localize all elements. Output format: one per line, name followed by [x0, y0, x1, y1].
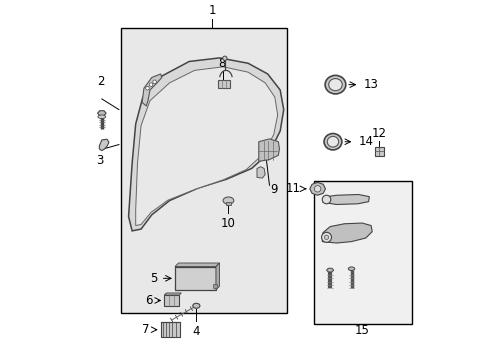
Ellipse shape: [347, 267, 354, 270]
Ellipse shape: [192, 303, 200, 308]
Circle shape: [153, 80, 156, 84]
Bar: [213, 284, 216, 288]
Text: 5: 5: [149, 272, 157, 285]
Polygon shape: [164, 293, 181, 295]
Circle shape: [322, 195, 330, 204]
Bar: [225, 202, 231, 205]
Polygon shape: [136, 67, 277, 226]
Ellipse shape: [98, 115, 105, 118]
Text: 10: 10: [221, 217, 235, 230]
Text: 14: 14: [358, 135, 373, 148]
Polygon shape: [175, 263, 219, 266]
Polygon shape: [97, 111, 106, 116]
Circle shape: [314, 186, 320, 192]
Bar: [313, 181, 411, 324]
Text: 9: 9: [270, 183, 277, 196]
Ellipse shape: [324, 134, 341, 150]
Polygon shape: [309, 183, 325, 195]
Text: 4: 4: [192, 325, 200, 338]
Polygon shape: [257, 167, 264, 178]
Polygon shape: [99, 139, 109, 150]
Text: 2: 2: [97, 75, 104, 88]
Circle shape: [149, 83, 153, 86]
Bar: [374, 147, 383, 156]
Text: 12: 12: [371, 127, 386, 140]
Circle shape: [321, 232, 331, 242]
Circle shape: [145, 86, 149, 90]
FancyBboxPatch shape: [175, 266, 216, 290]
Polygon shape: [216, 263, 219, 290]
Text: 7: 7: [142, 323, 149, 336]
Text: 1: 1: [208, 4, 216, 17]
Ellipse shape: [325, 75, 345, 94]
Polygon shape: [258, 139, 279, 161]
Text: 8: 8: [218, 57, 225, 70]
Polygon shape: [142, 74, 162, 106]
Polygon shape: [322, 223, 371, 243]
Circle shape: [324, 235, 328, 239]
Bar: [164, 295, 179, 306]
Bar: [121, 28, 287, 313]
Polygon shape: [322, 194, 368, 204]
Bar: [217, 80, 230, 88]
Circle shape: [223, 56, 226, 60]
Text: 11: 11: [285, 181, 300, 195]
Polygon shape: [128, 58, 283, 231]
Text: 15: 15: [354, 324, 369, 337]
Polygon shape: [326, 268, 333, 272]
Text: 13: 13: [363, 78, 378, 91]
Ellipse shape: [326, 136, 338, 147]
Ellipse shape: [223, 197, 233, 204]
Text: 6: 6: [144, 294, 152, 307]
Bar: [161, 322, 180, 337]
Text: 3: 3: [96, 154, 103, 167]
Ellipse shape: [328, 78, 342, 91]
